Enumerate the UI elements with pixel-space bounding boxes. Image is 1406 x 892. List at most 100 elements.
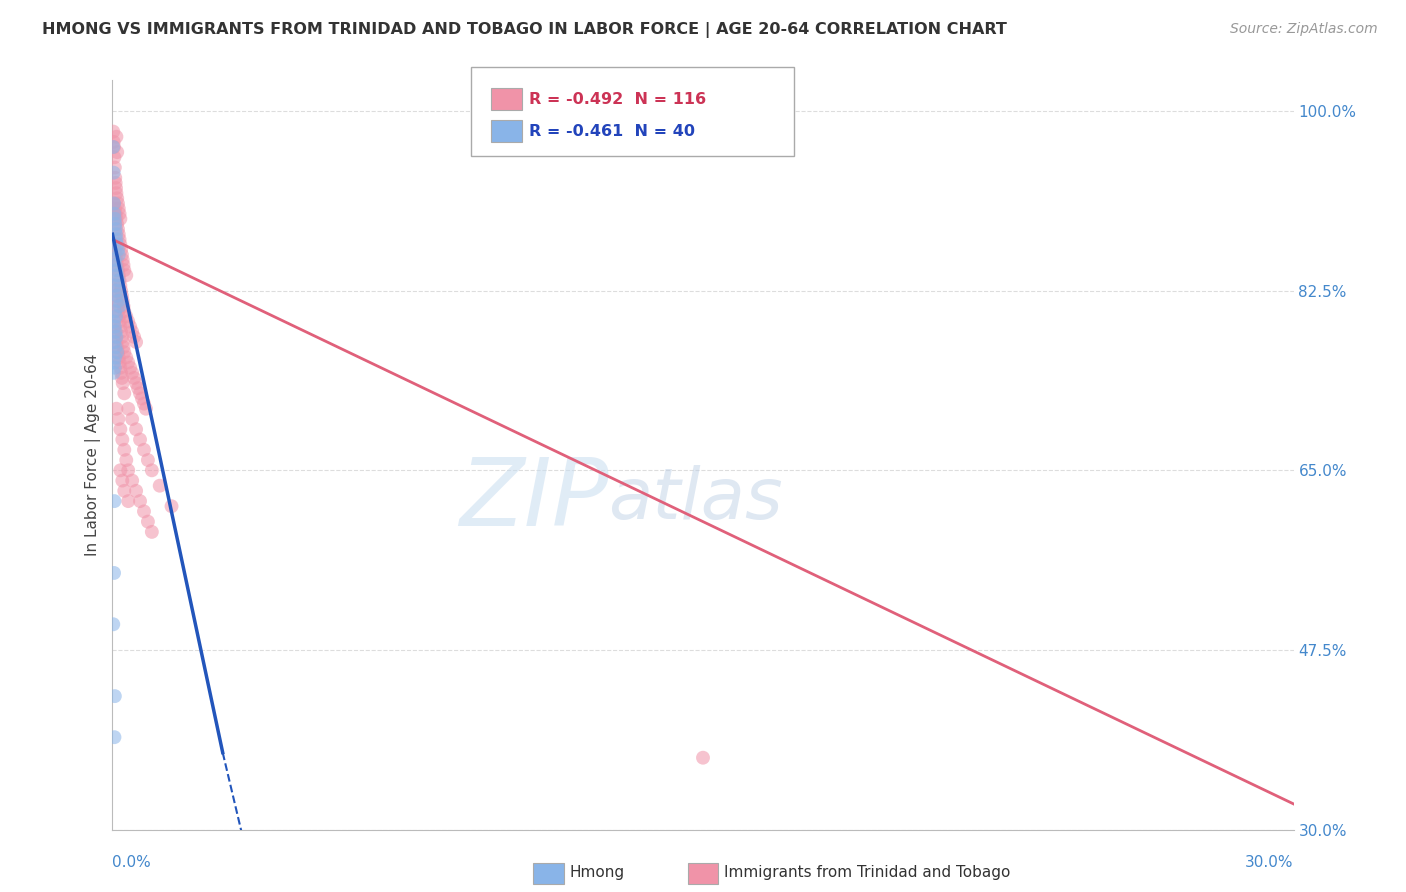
Point: [104, 689, 127, 703]
Point: [692, 750, 714, 764]
Point: [105, 232, 128, 246]
Point: [107, 243, 129, 257]
Point: [110, 319, 132, 334]
Point: [107, 268, 129, 283]
Point: [104, 248, 127, 262]
Point: [104, 284, 127, 298]
Point: [105, 345, 128, 359]
Point: [103, 207, 125, 221]
Point: [141, 463, 163, 477]
Point: [117, 314, 139, 328]
Point: [104, 340, 127, 354]
Point: [132, 504, 155, 518]
Point: [136, 453, 159, 467]
Point: [105, 263, 128, 277]
Point: [112, 304, 135, 318]
Point: [105, 217, 128, 231]
Point: [104, 211, 127, 226]
Point: [104, 304, 127, 318]
Point: [104, 319, 127, 334]
Point: [122, 371, 145, 385]
Point: [107, 351, 129, 365]
Point: [103, 196, 125, 211]
Point: [104, 217, 127, 231]
Point: [103, 125, 125, 139]
Point: [117, 494, 139, 508]
Text: Source: ZipAtlas.com: Source: ZipAtlas.com: [1230, 22, 1378, 37]
Point: [112, 386, 135, 401]
Point: [104, 351, 127, 365]
Point: [141, 524, 163, 539]
Point: [104, 258, 127, 272]
Point: [104, 330, 127, 344]
Point: [121, 412, 143, 426]
Point: [107, 222, 129, 236]
Point: [125, 334, 148, 349]
Point: [110, 278, 132, 293]
Point: [121, 366, 143, 380]
Point: [104, 176, 127, 190]
Point: [111, 289, 134, 303]
Point: [160, 500, 183, 514]
Point: [104, 360, 127, 375]
Point: [103, 334, 125, 349]
Point: [107, 202, 129, 216]
Point: [149, 479, 172, 493]
Point: [105, 310, 128, 324]
Point: [105, 191, 128, 205]
Point: [112, 483, 135, 498]
Point: [104, 161, 127, 175]
Point: [103, 166, 125, 180]
Point: [105, 129, 128, 144]
Point: [103, 237, 125, 252]
Point: [103, 730, 125, 744]
Point: [110, 243, 132, 257]
Point: [103, 494, 125, 508]
Point: [112, 340, 135, 354]
Point: [117, 463, 139, 477]
Point: [122, 330, 145, 344]
Point: [107, 196, 129, 211]
Point: [125, 483, 148, 498]
Point: [112, 299, 135, 313]
Point: [110, 237, 132, 252]
Point: [115, 453, 138, 467]
Point: [105, 293, 128, 308]
Point: [104, 325, 127, 339]
Point: [108, 355, 131, 369]
Point: [105, 181, 128, 195]
Point: [105, 340, 128, 354]
Point: [110, 360, 132, 375]
Point: [132, 396, 155, 410]
Point: [108, 314, 131, 328]
Point: [105, 268, 128, 283]
Point: [105, 227, 128, 242]
Point: [111, 474, 134, 488]
Point: [104, 170, 127, 185]
Point: [115, 268, 138, 283]
Point: [108, 299, 131, 313]
Point: [107, 310, 129, 324]
Point: [107, 304, 129, 318]
Point: [132, 442, 155, 457]
Point: [105, 401, 128, 416]
Point: [104, 202, 127, 216]
Point: [103, 366, 125, 380]
Text: 30.0%: 30.0%: [1246, 855, 1294, 871]
Point: [112, 263, 135, 277]
Point: [108, 232, 131, 246]
Point: [105, 334, 128, 349]
Point: [129, 494, 152, 508]
Point: [111, 433, 134, 447]
Point: [117, 355, 139, 369]
Point: [110, 284, 132, 298]
Point: [125, 376, 148, 390]
Point: [120, 360, 142, 375]
Point: [103, 150, 125, 164]
Point: [107, 345, 129, 359]
Point: [120, 319, 142, 334]
Point: [111, 252, 134, 267]
Point: [105, 211, 128, 226]
Text: ZIP: ZIP: [458, 454, 609, 545]
Point: [103, 140, 125, 154]
